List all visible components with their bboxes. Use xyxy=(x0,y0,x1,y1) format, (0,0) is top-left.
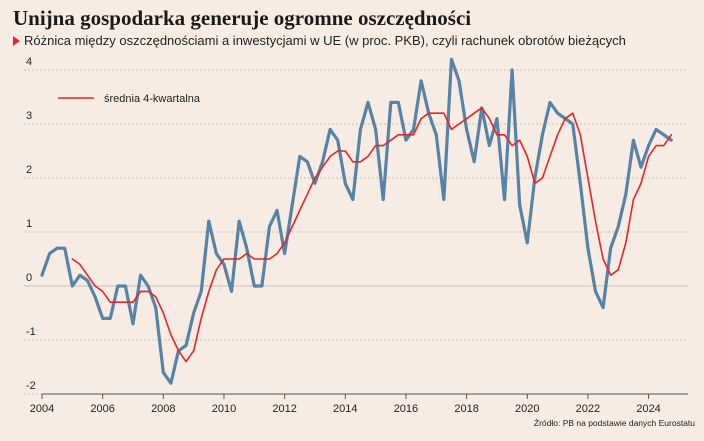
x-axis-ticks: 2004 2006 2008 2010 2012 2014 2016 2018 2020 2022… xyxy=(30,393,688,415)
y-tick-label: -2 xyxy=(26,380,36,392)
legend-label: średnia 4-kwartalna xyxy=(104,93,201,105)
series-quarterly-line xyxy=(40,57,673,385)
x-tick-label: 2012 xyxy=(272,403,296,415)
grid-lines xyxy=(24,69,688,395)
x-tick-label: 2020 xyxy=(515,403,539,415)
series-lines xyxy=(40,57,673,385)
y-tick-label: 0 xyxy=(26,272,32,284)
x-tick-label: 2018 xyxy=(454,403,478,415)
y-tick-label: -1 xyxy=(26,326,36,338)
y-tick-label: 4 xyxy=(26,56,32,68)
subtitle-text: Różnica między oszczędnościami a inwesty… xyxy=(24,33,626,48)
x-tick-label: 2006 xyxy=(90,403,114,415)
x-tick-label: 2004 xyxy=(30,403,54,415)
y-tick-label: 3 xyxy=(26,110,32,122)
x-tick-label: 2014 xyxy=(333,403,357,415)
source-note: Źródło: PB na podstawie danych Eurostatu xyxy=(533,418,695,428)
x-tick-label: 2008 xyxy=(151,403,175,415)
series-4q-average-line xyxy=(71,107,673,363)
x-tick-label: 2022 xyxy=(576,403,600,415)
y-tick-label: 1 xyxy=(26,218,32,230)
x-tick-label: 2010 xyxy=(212,403,236,415)
subtitle-marker-icon xyxy=(13,36,20,46)
chart-title: Unijna gospodarka generuje ogromne oszcz… xyxy=(13,6,472,30)
x-tick-label: 2016 xyxy=(394,403,418,415)
chart-subtitle: Różnica między oszczędnościami a inwesty… xyxy=(13,33,626,48)
y-tick-label: 2 xyxy=(26,164,32,176)
y-axis-ticks: -2 -1 0 1 2 3 4 xyxy=(26,56,36,392)
x-tick-label: 2024 xyxy=(636,403,660,415)
legend: średnia 4-kwartalna xyxy=(58,93,201,105)
